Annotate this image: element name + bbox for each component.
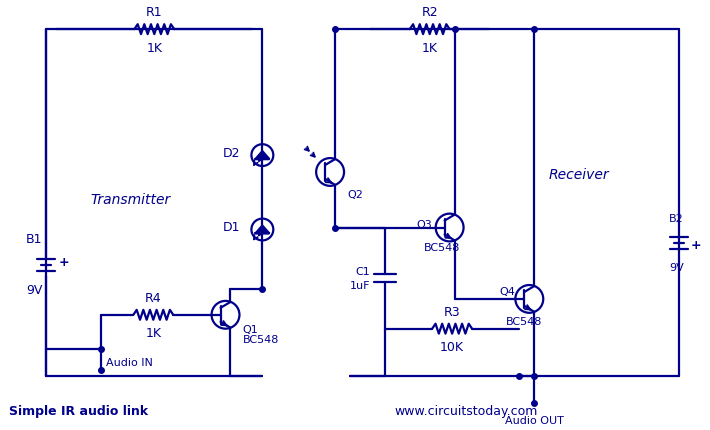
Text: 1K: 1K	[146, 42, 163, 55]
Text: www.circuitstoday.com: www.circuitstoday.com	[395, 405, 538, 418]
Text: R4: R4	[145, 292, 162, 305]
Text: BC548: BC548	[506, 317, 542, 327]
Text: Q3: Q3	[416, 220, 432, 230]
Text: Audio OUT: Audio OUT	[505, 416, 564, 426]
Text: R1: R1	[146, 6, 163, 19]
Text: R3: R3	[444, 306, 460, 319]
Text: BC548: BC548	[242, 335, 279, 344]
Text: BC548: BC548	[423, 243, 460, 253]
Text: 9V: 9V	[26, 284, 43, 297]
Text: 1uF: 1uF	[349, 281, 370, 291]
Text: 10K: 10K	[440, 341, 464, 353]
Polygon shape	[256, 225, 269, 233]
Text: Audio IN: Audio IN	[106, 359, 153, 369]
Text: Transmitter: Transmitter	[91, 193, 171, 207]
Text: Q2: Q2	[347, 190, 363, 200]
Text: 9V: 9V	[670, 263, 684, 273]
Text: Q4: Q4	[500, 287, 515, 297]
Text: +: +	[691, 239, 701, 252]
Text: D2: D2	[223, 147, 241, 160]
Text: C1: C1	[355, 267, 370, 277]
Text: B1: B1	[26, 233, 43, 246]
Text: 1K: 1K	[422, 42, 437, 55]
Text: 1K: 1K	[146, 327, 161, 340]
Text: +: +	[58, 256, 69, 269]
Text: Receiver: Receiver	[549, 168, 609, 182]
Text: B2: B2	[670, 214, 684, 224]
Text: D1: D1	[223, 221, 241, 234]
Text: Q1: Q1	[242, 325, 258, 335]
Polygon shape	[256, 151, 269, 159]
Text: R2: R2	[422, 6, 438, 19]
Text: Simple IR audio link: Simple IR audio link	[9, 405, 148, 418]
